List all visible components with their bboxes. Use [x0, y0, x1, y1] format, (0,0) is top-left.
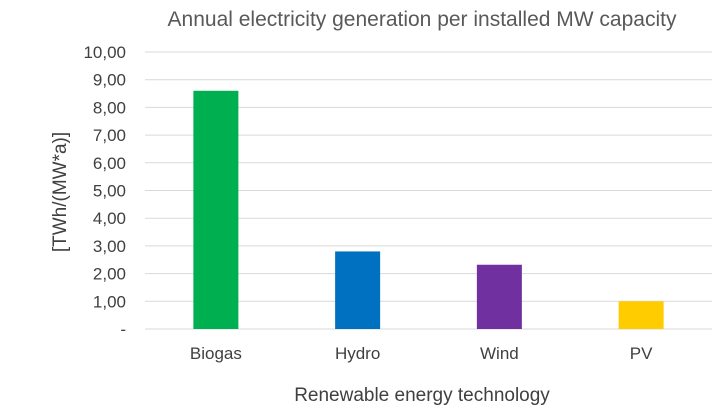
y-tick-label: 9,00: [93, 71, 126, 90]
y-tick-label: -: [120, 320, 126, 339]
gridlines: [145, 51, 712, 330]
y-axis-label: [TWh/(MW*a)]: [50, 132, 71, 252]
x-tick-label: Hydro: [335, 344, 380, 363]
bars: [193, 90, 664, 329]
y-tick-label: 4,00: [93, 209, 126, 228]
x-axis-ticks: Biogas Hydro Wind PV: [190, 344, 653, 363]
x-tick-label: Biogas: [190, 344, 242, 363]
x-tick-label: PV: [630, 344, 653, 363]
y-tick-label: 1,00: [93, 292, 126, 311]
x-axis-label: Renewable energy technology: [294, 385, 550, 406]
y-tick-label: 3,00: [93, 237, 126, 256]
y-tick-label: 8,00: [93, 98, 126, 117]
chart-title: Annual electricity generation per instal…: [168, 8, 677, 31]
y-tick-label: 5,00: [93, 182, 126, 201]
x-tick-label: Wind: [480, 344, 519, 363]
y-tick-label: 7,00: [93, 126, 126, 145]
y-tick-label: 6,00: [93, 154, 126, 173]
y-tick-label: 2,00: [93, 265, 126, 284]
bar-wind: [476, 264, 522, 329]
bar-hydro: [335, 251, 381, 329]
y-axis-ticks: - 1,00 2,00 3,00 4,00 5,00 6,00 7,00 8,00 9,00 10,…: [83, 43, 126, 339]
y-tick-label: 10,00: [83, 43, 126, 62]
bar-biogas: [193, 90, 239, 329]
bar-pv: [618, 301, 664, 329]
